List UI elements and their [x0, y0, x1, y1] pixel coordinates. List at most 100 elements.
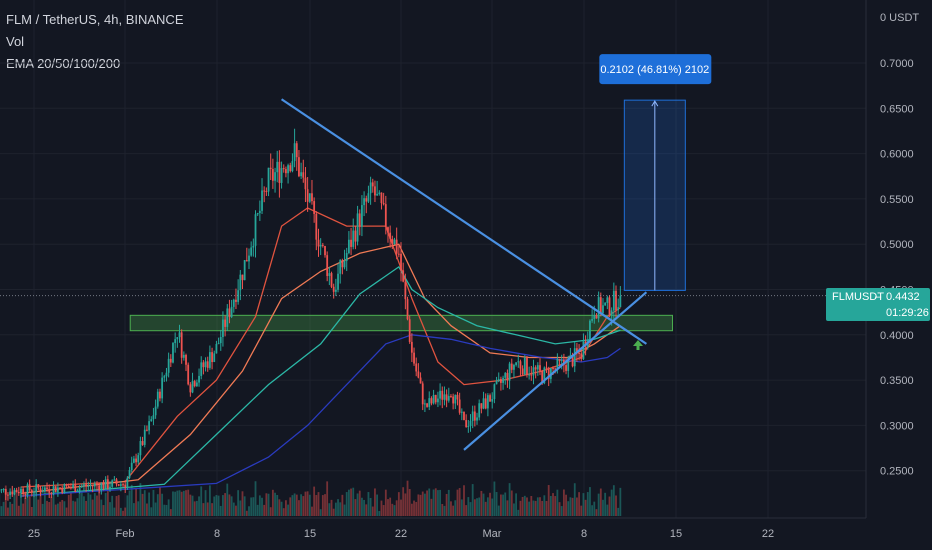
candle-body: [232, 299, 235, 307]
candle-body: [285, 169, 287, 174]
volume-bar: [324, 494, 326, 516]
volume-bar: [500, 494, 502, 516]
candle-body: [143, 429, 146, 445]
volume-bar: [417, 494, 420, 516]
volume-bar: [497, 505, 500, 516]
candle-body: [150, 419, 153, 422]
volume-bar: [573, 483, 576, 516]
candle-body: [374, 186, 376, 196]
price-tick-label: 0.7000: [880, 58, 914, 70]
candle-body: [397, 253, 400, 255]
candle-body: [526, 357, 528, 375]
time-tick-label: 25: [28, 528, 40, 540]
candle-body: [304, 177, 307, 190]
candle-body: [447, 396, 450, 401]
volume-bar: [285, 500, 287, 516]
candle-body: [508, 363, 511, 381]
volume-bar: [280, 501, 283, 516]
volume-bar: [552, 493, 554, 516]
volume-bar: [326, 481, 329, 516]
volume-bar: [48, 502, 51, 516]
price-tick-label: 0.6500: [880, 103, 914, 115]
volume-bar: [122, 510, 124, 516]
volume-bar: [302, 496, 305, 516]
candle-body: [345, 253, 348, 262]
volume-bar: [9, 501, 12, 516]
volume-bar: [154, 502, 157, 516]
candle-body: [83, 484, 85, 487]
candle-body: [278, 161, 281, 183]
volume-bar: [104, 492, 107, 516]
volume-bar: [380, 500, 383, 516]
volume-bar: [311, 506, 313, 516]
volume-bar: [391, 503, 394, 516]
candle-body: [367, 193, 370, 202]
volume-bar: [615, 495, 617, 516]
volume-bar: [352, 487, 355, 516]
volume-bar: [306, 491, 309, 516]
volume-bar: [215, 495, 218, 516]
volume-bar: [350, 488, 352, 516]
volume-bar: [250, 497, 253, 516]
candle-body: [426, 403, 428, 407]
candle-body: [76, 490, 79, 492]
candle-body: [111, 480, 114, 487]
volume-bar: [198, 496, 200, 516]
volume-bar: [371, 506, 374, 516]
volume-bar: [22, 503, 25, 516]
volume-bar: [254, 481, 257, 516]
candle-body: [39, 488, 42, 493]
volume-bar: [339, 502, 342, 516]
volume-bar: [258, 495, 261, 516]
candle-body: [437, 398, 439, 403]
volume-bar: [308, 494, 311, 516]
candle-body: [161, 377, 164, 399]
volume-bar: [72, 500, 74, 516]
volume-bar: [400, 499, 402, 516]
volume-bar: [282, 508, 285, 516]
volume-bar: [361, 497, 363, 516]
candle-body: [224, 319, 227, 327]
candle-body: [415, 363, 418, 372]
candle-body: [178, 332, 181, 338]
candle-body: [198, 375, 200, 383]
volume-bar: [413, 500, 415, 516]
price-axis[interactable]: 0 USDT 0.7000 0.6500 0.6000 0.5500 0.5000 0.4…: [865, 0, 932, 518]
time-axis[interactable]: 25 Feb 8 15 22 Mar 8 15 22: [0, 517, 866, 540]
drawing-overlays: 0.2102 (46.81%) 2102: [0, 54, 866, 451]
volume-bar: [176, 490, 179, 516]
candle-body: [502, 377, 504, 383]
volume-bar: [421, 491, 424, 516]
candle-body: [317, 239, 320, 247]
candle-body: [235, 299, 237, 302]
volume-bar: [467, 497, 470, 516]
volume-bar: [328, 503, 331, 516]
candle-body: [61, 487, 64, 493]
candle-body: [237, 290, 240, 302]
candle-body: [576, 348, 578, 353]
candle-body: [493, 384, 496, 400]
candle-body: [126, 477, 129, 488]
volume-bar: [384, 489, 387, 516]
volume-bar: [539, 497, 541, 516]
candle-body: [302, 172, 305, 178]
volume-bar: [489, 492, 491, 516]
volume-bar: [593, 501, 596, 516]
candle-body: [334, 289, 337, 292]
candle-body: [180, 332, 183, 358]
volume-bar: [228, 494, 231, 516]
volume-bar: [304, 491, 307, 516]
ema-line: [20, 334, 621, 497]
volume-bar: [106, 486, 109, 516]
candle-body: [589, 320, 591, 341]
candle-body: [293, 143, 296, 162]
volume-bar: [356, 493, 359, 516]
volume-bar: [313, 486, 316, 516]
candle-body: [226, 308, 229, 327]
volume-bar: [415, 501, 418, 516]
candle-body: [378, 192, 381, 194]
time-tick-label: 15: [304, 528, 316, 540]
volume-bar: [345, 492, 348, 516]
candle-body: [174, 339, 177, 344]
